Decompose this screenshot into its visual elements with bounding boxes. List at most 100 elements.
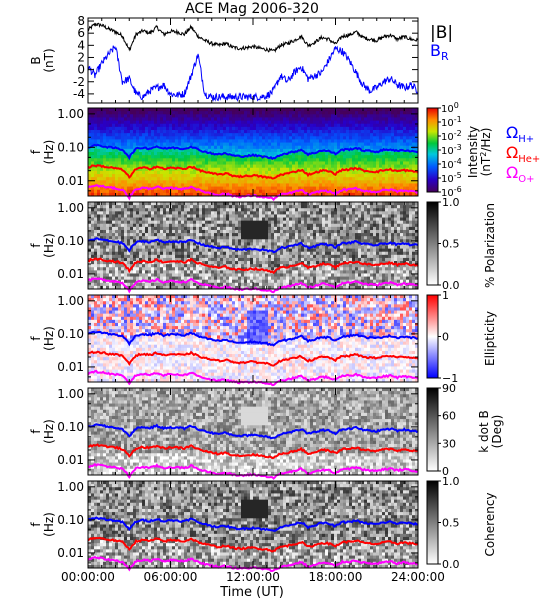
spectrogram-cell	[124, 114, 127, 118]
spectrogram-cell	[145, 171, 148, 175]
spectrogram-cell	[361, 158, 364, 162]
spectrogram-cell	[214, 205, 217, 209]
spectrogram-cell	[109, 149, 112, 153]
spectrogram-cell	[199, 143, 202, 147]
spectrogram-cell	[361, 130, 364, 134]
spectrogram-cell	[343, 158, 346, 162]
spectrogram-cell	[175, 236, 178, 240]
spectrogram-cell	[163, 143, 166, 147]
spectrogram-cell	[238, 264, 241, 268]
spectrogram-cell	[100, 270, 103, 274]
spectrogram-cell	[100, 111, 103, 115]
spectrogram-cell	[148, 183, 151, 187]
spectrogram-cell	[259, 221, 262, 225]
spectrogram-cell	[262, 133, 265, 137]
spectrogram-cell	[112, 208, 115, 212]
spectrogram-cell	[118, 277, 121, 281]
spectrogram-cell	[265, 236, 268, 240]
spectrogram-cell	[406, 127, 409, 131]
spectrogram-cell	[289, 158, 292, 162]
spectrogram-cell	[133, 273, 136, 277]
spectrogram-cell	[214, 168, 217, 172]
spectrogram-cell	[166, 246, 169, 250]
spectrogram-cell	[148, 143, 151, 147]
spectrogram-cell	[301, 183, 304, 187]
spectrogram-cell	[205, 139, 208, 143]
spectrogram-cell	[139, 227, 142, 231]
spectrogram-cell	[139, 224, 142, 228]
spectrogram-cell	[127, 224, 130, 228]
spectrogram-cell	[115, 174, 118, 178]
spectrogram-cell	[115, 270, 118, 274]
spectrogram-cell	[121, 174, 124, 178]
spectrogram-cell	[130, 124, 133, 128]
spectrogram-cell	[355, 152, 358, 156]
spectrogram-cell	[262, 273, 265, 277]
spectrogram-cell	[217, 117, 220, 121]
spectrogram-cell	[199, 258, 202, 262]
spectrogram-cell	[223, 227, 226, 231]
spectrogram-cell	[232, 108, 235, 112]
spectrogram-cell	[289, 165, 292, 169]
spectrogram-cell	[130, 111, 133, 115]
spectrogram-cell	[343, 117, 346, 121]
spectrogram-cell	[103, 168, 106, 172]
spectrogram-cell	[187, 121, 190, 125]
spectrogram-cell	[118, 227, 121, 231]
spectrogram-cell	[142, 124, 145, 128]
spectrogram-cell	[139, 202, 142, 206]
spectrogram-cell	[184, 230, 187, 234]
spectrogram-cell	[112, 214, 115, 218]
spectrogram-cell	[364, 127, 367, 131]
spectrogram-cell	[187, 177, 190, 181]
spectrogram-cell	[346, 130, 349, 134]
spectrogram-cell	[154, 149, 157, 153]
spectrogram-cell	[127, 165, 130, 169]
spectrogram-cell	[88, 202, 91, 206]
spectrogram-cell	[211, 214, 214, 218]
spectrogram-cell	[280, 143, 283, 147]
spectrogram-cell	[172, 252, 175, 256]
spectrogram-cell	[208, 208, 211, 212]
spectrogram-cell	[238, 218, 241, 222]
spectrogram-cell	[409, 158, 412, 162]
spectrogram-cell	[181, 158, 184, 162]
spectrogram-cell	[229, 258, 232, 262]
spectrogram-cell	[172, 202, 175, 206]
spectrogram-cell	[190, 177, 193, 181]
spectrogram-cell	[328, 114, 331, 118]
spectrogram-cell	[202, 161, 205, 165]
spectrogram-cell	[385, 133, 388, 137]
spectrogram-cell	[286, 130, 289, 134]
spectrogram-cell	[157, 283, 160, 287]
spectrogram-cell	[310, 127, 313, 131]
spectrogram-cell	[250, 277, 253, 281]
spectrogram-cell	[337, 187, 340, 191]
spectrogram-cell	[358, 174, 361, 178]
spectrogram-cell	[325, 114, 328, 118]
spectrogram-cell	[244, 242, 247, 246]
spectrogram-cell	[139, 183, 142, 187]
spectrogram-cell	[379, 161, 382, 165]
spectrogram-cell	[292, 127, 295, 131]
spectrogram-cell	[289, 174, 292, 178]
spectrogram-cell	[190, 117, 193, 121]
spectrogram-cell	[112, 267, 115, 271]
spectrogram-cell	[91, 261, 94, 265]
spectrogram-cell	[229, 214, 232, 218]
spectrogram-cell	[196, 158, 199, 162]
spectrogram-cell	[328, 133, 331, 137]
spectrogram-cell	[124, 161, 127, 165]
spectrogram-cell	[109, 224, 112, 228]
spectrogram-cell	[331, 130, 334, 134]
spectrogram-cell	[385, 180, 388, 184]
spectrogram-cell	[130, 227, 133, 231]
spectrogram-cell	[139, 252, 142, 256]
spectrogram-cell	[235, 149, 238, 153]
spectrogram-cell	[229, 255, 232, 259]
spectrogram-cell	[235, 239, 238, 243]
spectrogram-cell	[172, 233, 175, 237]
spectrogram-cell	[373, 180, 376, 184]
spectrogram-cell	[253, 202, 256, 206]
spectrogram-cell	[193, 133, 196, 137]
